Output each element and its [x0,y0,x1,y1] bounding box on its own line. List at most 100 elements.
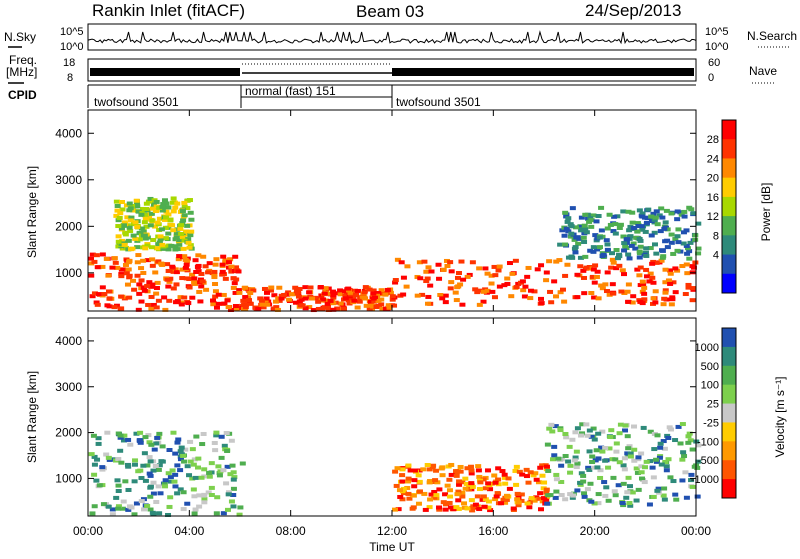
data-cell [155,259,162,264]
colorbar-swatch [722,441,736,461]
data-cell [639,211,646,216]
data-cell [120,499,127,504]
data-cell [665,278,672,283]
data-cell [622,423,629,428]
data-cell [694,494,701,499]
data-cell [684,251,691,256]
data-cell [587,248,594,253]
data-cell [225,492,232,497]
data-cell [196,493,203,498]
data-cell [178,300,185,305]
data-cell [166,298,173,303]
data-cell [487,508,494,513]
data-cell [138,226,145,231]
data-cell [228,264,235,269]
station-title: Rankin Inlet (fitACF) [92,1,245,20]
data-cell [624,490,631,495]
data-cell [447,260,454,265]
data-cell [318,293,325,298]
data-cell [410,493,417,498]
data-cell [663,468,670,473]
data-cell [613,248,620,253]
data-cell [502,500,509,505]
data-cell [609,251,616,256]
data-cell [145,302,152,307]
data-cell [185,237,192,242]
data-cell [370,296,377,301]
data-cell [174,491,181,496]
data-cell [612,493,619,498]
data-cell [643,220,650,225]
data-cell [373,304,380,309]
data-cell [115,234,122,239]
data-cell [682,470,689,475]
data-cell [648,233,655,238]
data-cell [124,282,131,287]
data-cell [469,508,476,513]
data-cell [659,215,666,220]
data-cell [629,210,636,215]
data-cell [144,258,151,263]
data-cell [165,268,172,273]
data-cell [538,263,545,268]
data-cell [129,203,136,208]
data-cell [675,240,682,245]
colorbar-swatch [722,365,736,386]
data-cell [567,470,574,475]
data-cell [558,463,565,468]
data-cell [594,247,601,252]
data-cell [393,483,400,488]
nsky-panel: 10^5 10^0 10^5 10^0 [60,23,729,53]
data-cell [104,430,111,435]
data-cell [386,305,393,310]
data-cell [122,479,129,484]
data-cell [464,274,471,279]
time-axis: 00:00 04:00 08:00 12:00 16:00 20:00 00:00 [73,110,711,538]
velocity-panel: 4000 3000 2000 1000 Slant Range [km] 1000 50… [25,317,787,517]
data-cell [211,440,218,445]
data-cell [431,495,438,500]
data-cell [166,279,173,284]
data-cell [527,288,534,293]
data-cell [590,267,597,272]
data-cell [491,473,498,478]
data-cell [179,221,186,226]
data-cell [411,478,418,483]
freq-band-2 [392,68,694,76]
data-cell [159,242,166,247]
data-cell [103,452,110,457]
data-cell [147,494,154,499]
data-cell [651,447,658,452]
data-cell [192,507,199,512]
data-cell [428,269,435,274]
data-cell [356,299,363,304]
data-cell [587,481,594,486]
data-cell [143,224,150,229]
data-cell [158,227,165,232]
data-cell [636,273,643,278]
data-cell [136,291,143,296]
data-cell [113,495,120,500]
data-cell [160,202,167,207]
nsearch-tick-top: 10^5 [705,26,729,38]
data-cell [337,292,344,297]
data-cell [162,307,169,312]
data-cell [148,284,155,289]
velocity-colorbar-label: Velocity [m s⁻¹] [773,376,787,457]
data-cell [333,291,340,296]
data-cell [173,231,180,236]
data-cell [636,255,643,260]
data-cell [404,264,411,269]
data-cell [175,257,182,262]
data-cell [88,261,95,266]
data-cell [91,454,98,459]
data-cell [436,276,443,281]
data-cell [181,213,188,218]
data-cell [337,288,344,293]
data-cell [163,215,170,220]
data-cell [610,260,617,265]
data-cell [121,223,128,228]
data-cell [609,257,616,262]
data-cell [457,282,464,287]
freq-label-2: [MHz] [6,65,37,79]
